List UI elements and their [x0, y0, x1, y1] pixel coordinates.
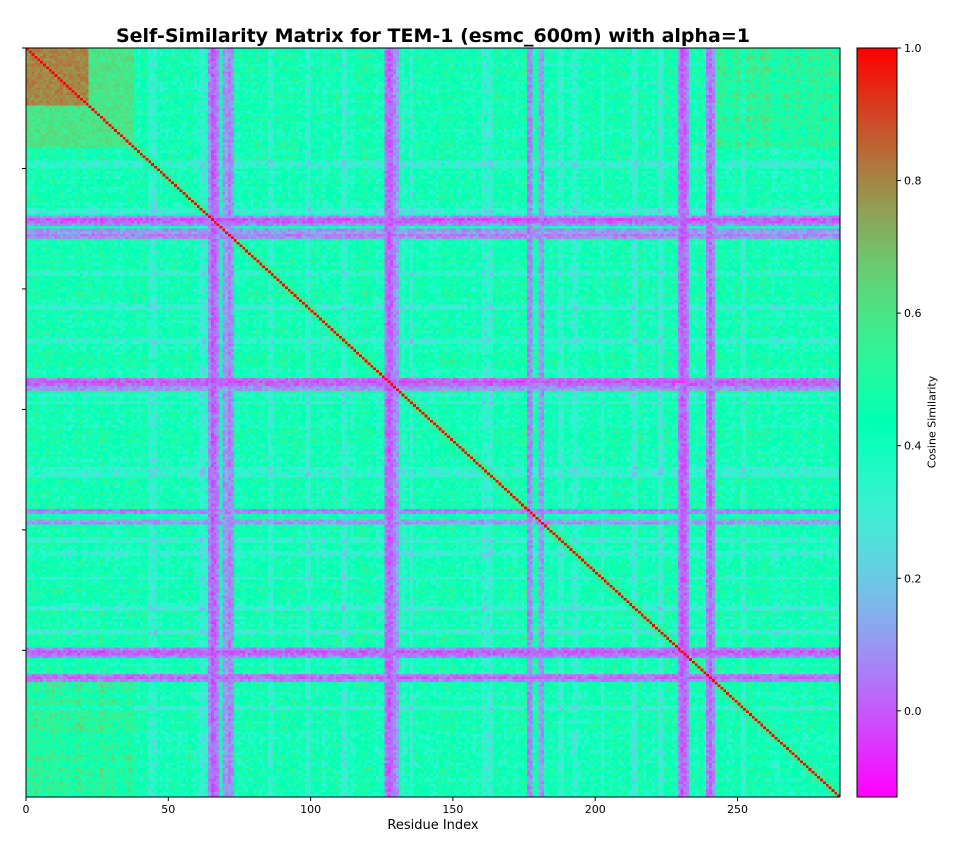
heatmap-plot-area	[26, 48, 840, 797]
x-axis-label: Residue Index	[387, 818, 479, 833]
colorbar-tick-label: 0.8	[904, 175, 922, 188]
colorbar-label: Cosine Similarity	[925, 375, 939, 469]
x-tick-label: 100	[300, 803, 321, 816]
colorbar-gradient	[857, 48, 897, 797]
colorbar-tick-label: 0.2	[904, 572, 922, 585]
colorbar	[857, 48, 897, 797]
x-tick-label: 250	[727, 803, 748, 816]
x-tick-label: 50	[161, 803, 175, 816]
heatmap-matrix	[26, 48, 840, 797]
colorbar-tick-label: 1.0	[904, 42, 922, 55]
colorbar-tick-label: 0.6	[904, 307, 922, 320]
x-tick-label: 150	[442, 803, 463, 816]
x-tick-label: 0	[23, 803, 30, 816]
colorbar-tick-label: 0.4	[904, 440, 922, 453]
colorbar-tick-label: 0.0	[904, 705, 922, 718]
x-tick-label: 200	[585, 803, 606, 816]
chart-title: Self-Similarity Matrix for TEM-1 (esmc_6…	[115, 25, 751, 47]
